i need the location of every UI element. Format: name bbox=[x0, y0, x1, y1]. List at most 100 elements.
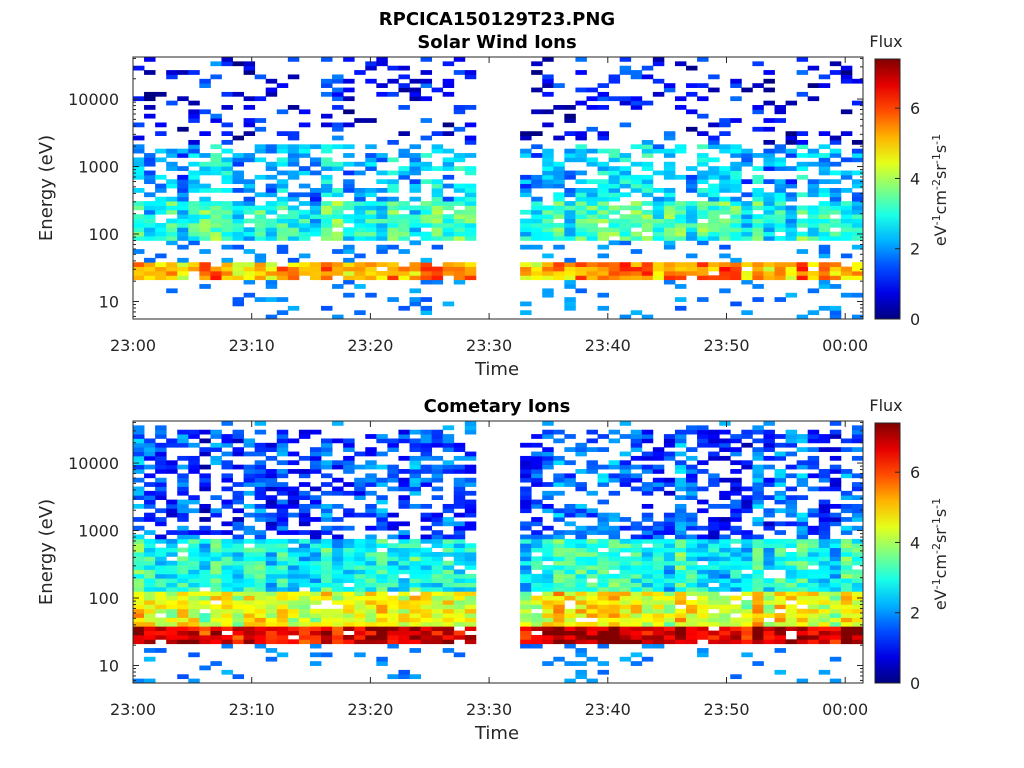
heatmap-cell bbox=[265, 639, 278, 645]
heatmap-cell bbox=[741, 608, 753, 614]
heatmap-cell bbox=[453, 275, 466, 281]
heatmap-cell bbox=[276, 473, 289, 479]
heatmap-cell bbox=[199, 569, 211, 575]
heatmap-cell bbox=[243, 578, 256, 583]
heatmap-cell bbox=[741, 231, 753, 237]
heatmap-cell bbox=[188, 538, 200, 544]
heatmap-cell bbox=[807, 591, 820, 597]
heatmap-cell bbox=[442, 227, 455, 233]
heatmap-cell bbox=[708, 170, 720, 176]
heatmap-cell bbox=[343, 626, 355, 631]
heatmap-cell bbox=[442, 205, 455, 211]
heatmap-cell bbox=[177, 257, 189, 263]
heatmap-cell bbox=[232, 209, 245, 215]
heatmap-cell bbox=[431, 600, 444, 605]
heatmap-cell bbox=[520, 573, 532, 579]
heatmap-cell bbox=[741, 157, 753, 163]
heatmap-cell bbox=[663, 586, 676, 592]
heatmap-cell bbox=[155, 196, 167, 202]
heatmap-cell bbox=[652, 222, 665, 228]
heatmap-cell bbox=[221, 639, 233, 645]
heatmap-cell bbox=[840, 626, 853, 631]
heatmap-cell bbox=[265, 656, 278, 662]
heatmap-cell bbox=[376, 170, 388, 176]
heatmap-cell bbox=[851, 578, 864, 583]
heatmap-cell bbox=[807, 262, 820, 267]
heatmap-cell bbox=[343, 144, 355, 150]
heatmap-cell bbox=[818, 630, 831, 636]
heatmap-cell bbox=[774, 236, 786, 241]
heatmap-cell bbox=[686, 573, 698, 579]
heatmap-cell bbox=[575, 179, 587, 185]
heatmap-cell bbox=[265, 279, 278, 285]
heatmap-cell bbox=[686, 179, 698, 185]
heatmap-cell bbox=[564, 231, 576, 237]
heatmap-cell bbox=[309, 469, 322, 474]
heatmap-cell bbox=[376, 634, 388, 640]
heatmap-cell bbox=[630, 661, 643, 666]
heatmap-cell bbox=[221, 530, 233, 535]
heatmap-cell bbox=[730, 434, 742, 439]
heatmap-cell bbox=[796, 538, 809, 544]
heatmap-cell bbox=[697, 604, 709, 610]
colorbar-tick-label: 4 bbox=[910, 169, 920, 188]
heatmap-cell bbox=[398, 231, 410, 237]
heatmap-cell bbox=[697, 617, 709, 623]
heatmap-cell bbox=[210, 166, 222, 171]
heatmap-cell bbox=[807, 512, 820, 518]
heatmap-cell bbox=[133, 201, 145, 206]
heatmap-cell bbox=[188, 188, 200, 193]
heatmap-cell bbox=[177, 626, 189, 631]
heatmap-cell bbox=[697, 469, 709, 474]
heatmap-cell bbox=[254, 512, 267, 518]
heatmap-cell bbox=[287, 495, 300, 500]
heatmap-cell bbox=[719, 490, 731, 496]
heatmap-cell bbox=[387, 157, 399, 163]
heatmap-cell bbox=[630, 218, 643, 224]
heatmap-cell bbox=[464, 560, 477, 566]
heatmap-cell bbox=[774, 161, 786, 167]
heatmap-cell bbox=[763, 87, 775, 93]
heatmap-cell bbox=[354, 512, 366, 518]
heatmap-cell bbox=[807, 438, 820, 444]
heatmap-cell bbox=[166, 547, 178, 553]
heatmap-cell bbox=[597, 183, 610, 189]
heatmap-cell bbox=[564, 305, 576, 311]
heatmap-cell bbox=[144, 538, 156, 544]
heatmap-cell bbox=[829, 482, 842, 487]
heatmap-cell bbox=[796, 464, 809, 470]
heatmap-cell bbox=[321, 556, 333, 562]
heatmap-cell bbox=[343, 87, 355, 93]
heatmap-cell bbox=[697, 582, 709, 588]
heatmap-cell bbox=[276, 179, 289, 185]
heatmap-cell bbox=[542, 569, 554, 575]
heatmap-cell bbox=[332, 639, 344, 645]
heatmap-cell bbox=[464, 205, 477, 211]
heatmap-cell bbox=[387, 604, 399, 610]
heatmap-cell bbox=[166, 630, 178, 636]
heatmap-cell bbox=[840, 613, 853, 618]
heatmap-cell bbox=[177, 179, 189, 185]
heatmap-cell bbox=[133, 543, 145, 549]
heatmap-cell bbox=[254, 214, 267, 219]
heatmap-cell bbox=[763, 100, 775, 106]
heatmap-cell bbox=[287, 591, 300, 597]
heatmap-cell bbox=[818, 512, 831, 518]
heatmap-cell bbox=[652, 477, 665, 483]
heatmap-cell bbox=[431, 464, 444, 470]
heatmap-cell bbox=[365, 552, 377, 557]
heatmap-cell bbox=[630, 547, 643, 553]
heatmap-cell bbox=[586, 460, 598, 466]
heatmap-cell bbox=[520, 192, 532, 198]
heatmap-cell bbox=[409, 565, 421, 570]
heatmap-cell bbox=[719, 131, 731, 136]
heatmap-cell bbox=[752, 126, 764, 132]
heatmap-cell bbox=[564, 621, 576, 627]
heatmap-cell bbox=[818, 634, 831, 640]
heatmap-cell bbox=[652, 464, 665, 470]
heatmap-cell bbox=[387, 600, 399, 605]
heatmap-cell bbox=[133, 236, 145, 241]
heatmap-cell bbox=[398, 153, 410, 158]
heatmap-cell bbox=[564, 236, 576, 241]
heatmap-cell bbox=[133, 573, 145, 579]
